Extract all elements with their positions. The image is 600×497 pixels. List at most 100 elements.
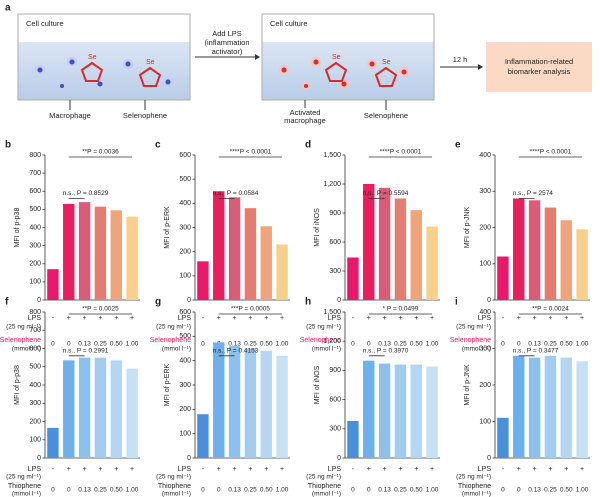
y-tick-label: 300: [479, 345, 491, 352]
y-tick-label: 400: [29, 224, 41, 231]
row-label: LPS: [328, 466, 342, 473]
y-tick-label: 900: [329, 210, 341, 217]
y-axis-label: MFI of p-ERK: [164, 206, 171, 249]
bar: [110, 210, 122, 300]
lps-label: +: [533, 466, 537, 473]
selenophene-ring: [80, 61, 104, 82]
y-tick-label: 100: [179, 273, 191, 280]
bar: [497, 256, 509, 300]
bar: [228, 197, 241, 300]
bar: [228, 346, 241, 458]
macrophages: [35, 57, 173, 90]
lps-label: +: [383, 315, 387, 322]
y-tick-label: 600: [329, 239, 341, 246]
row-unit: (25 ng ml⁻¹): [306, 324, 341, 331]
bar: [47, 269, 59, 300]
x-tick-label: 0: [501, 341, 505, 348]
lps-label: +: [233, 315, 237, 322]
lps-label: +: [367, 315, 371, 322]
bar: [244, 348, 257, 458]
bar: [94, 206, 107, 300]
selenophene-ring: [374, 66, 398, 87]
bar: [197, 414, 209, 458]
lps-label: +: [114, 466, 118, 473]
row-label: Thiophene: [8, 483, 41, 490]
y-tick-label: 600: [179, 309, 191, 316]
lps-label: +: [580, 466, 584, 473]
x-tick-label: 0.25: [94, 487, 107, 494]
bar: [394, 198, 407, 300]
bar: [47, 427, 59, 458]
bar: [560, 357, 572, 458]
x-tick-label: 0.13: [528, 341, 541, 348]
sig-text: n.s., P = 2574: [513, 190, 554, 197]
sig-text: n.s., P = 0.4153: [213, 348, 259, 355]
row-label: LPS: [178, 315, 192, 322]
sig-text: n.s., P = 0.2991: [63, 348, 109, 355]
lps-label: +: [248, 466, 252, 473]
y-tick-label: 0: [37, 297, 41, 304]
lps-label: +: [564, 466, 568, 473]
x-tick-label: 0: [67, 487, 71, 494]
x-tick-label: 1.00: [276, 341, 289, 348]
lps-label: +: [114, 315, 118, 322]
y-tick-label: 1,200: [323, 181, 341, 188]
lps-label: +: [98, 315, 102, 322]
lps-label: +: [548, 315, 552, 322]
bar: [260, 226, 272, 300]
bar-chart: b MFI of p-p38 0 100 200 300 400 500 600 700 800 - 0…: [0, 140, 140, 353]
panel-letter: d: [305, 140, 311, 151]
label: Macrophage: [49, 111, 91, 120]
bar-chart: d MFI of iNOS 0 300 600 900 1,200 1,500 - 0 +0 +0.1…: [300, 140, 440, 353]
y-tick-label: 0: [337, 297, 341, 304]
row-label: LPS: [178, 466, 192, 473]
lps-label: +: [280, 466, 284, 473]
sig-text: ****P < 0.0001: [530, 149, 572, 156]
y-tick-label: 400: [479, 152, 491, 159]
row-label: LPS: [328, 315, 342, 322]
y-tick-label: 100: [29, 437, 41, 444]
y-tick-label: 600: [29, 188, 41, 195]
sig-text: **P = 0.0025: [82, 306, 119, 313]
sig-text: ****P < 0.0001: [380, 149, 422, 156]
row-unit: (mmol l⁻¹): [12, 491, 41, 497]
x-tick-label: 0: [517, 487, 521, 494]
y-tick-label: 700: [29, 170, 41, 177]
y-tick-label: 0: [187, 297, 191, 304]
y-axis-label: MFI of p-JNK: [464, 207, 471, 249]
row-unit: (mmol l⁻¹): [162, 491, 191, 497]
y-tick-label: 100: [29, 279, 41, 286]
y-axis-label: MFI of p-JNK: [464, 364, 471, 406]
row-label: Selenophene: [300, 337, 341, 344]
bar: [576, 361, 588, 458]
x-tick-label: 0.25: [394, 341, 407, 348]
bar: [497, 417, 509, 458]
x-tick-label: 1.00: [426, 487, 439, 494]
row-unit: (mmol l⁻¹): [312, 346, 341, 353]
se-label: Se: [382, 59, 391, 66]
y-tick-label: 200: [29, 418, 41, 425]
lps-label: +: [67, 466, 71, 473]
bar: [394, 364, 407, 458]
bar-chart: f MFI of p-p38 0 100 200 300 400 500 600 700 800 - 0…: [5, 297, 140, 497]
y-tick-label: 300: [179, 224, 191, 231]
y-tick-label: 400: [179, 200, 191, 207]
lps-label: +: [517, 466, 521, 473]
sig-text: ****P < 0.0001: [230, 149, 272, 156]
lps-label: +: [367, 466, 371, 473]
bar: [363, 360, 375, 458]
row-label: Selenophene: [150, 337, 191, 344]
lps-label: -: [52, 315, 55, 322]
bar: [544, 355, 557, 458]
x-tick-label: 0: [201, 487, 205, 494]
bar: [213, 342, 225, 458]
lps-label: +: [533, 315, 537, 322]
bar: [513, 355, 525, 458]
x-tick-label: 0: [517, 341, 521, 348]
lps-label: -: [502, 466, 505, 473]
row-label: LPS: [478, 466, 492, 473]
arrowhead: [478, 64, 483, 70]
lps-label: +: [564, 315, 568, 322]
bar: [544, 207, 557, 300]
